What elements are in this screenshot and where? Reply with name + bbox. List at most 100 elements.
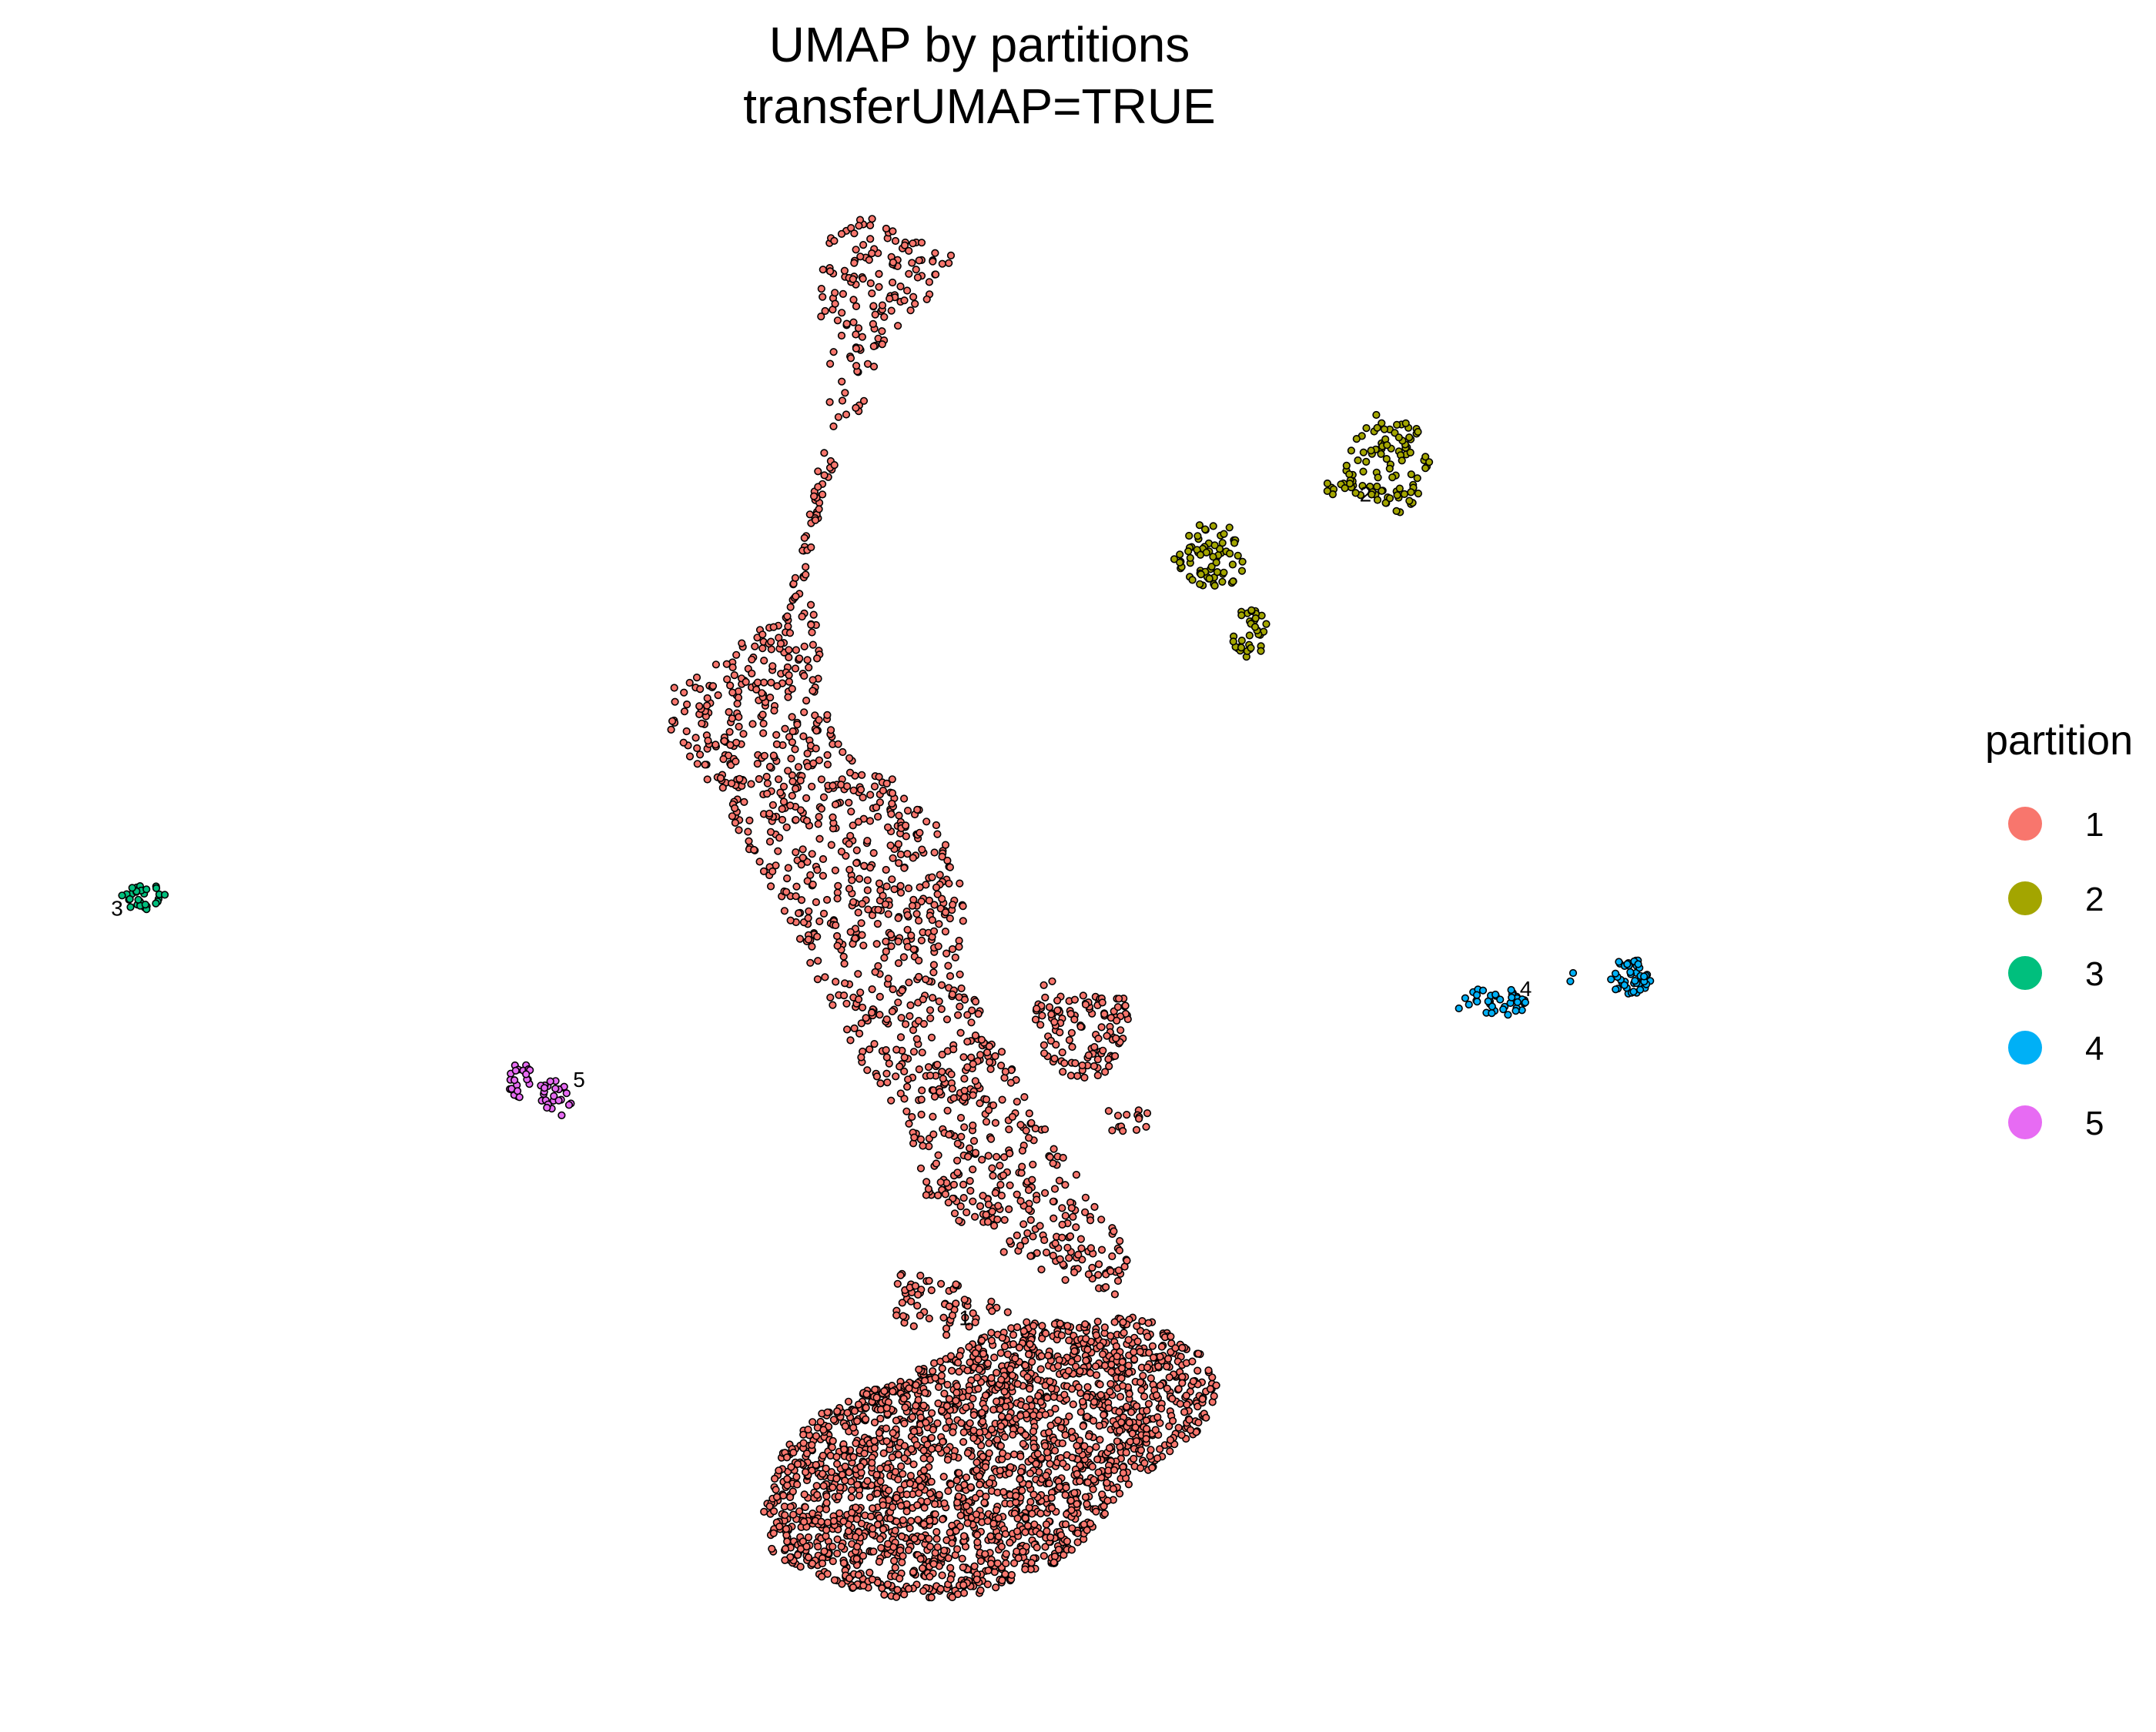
legend-key-1: [2008, 807, 2042, 841]
point-partition-1: [775, 1466, 783, 1475]
point-partition-1: [855, 1491, 864, 1500]
point-partition-1: [873, 919, 882, 928]
point-partition-1: [926, 1006, 935, 1015]
point-partition-1: [1097, 1246, 1106, 1254]
point-partition-1: [847, 1493, 855, 1502]
point-partition-1: [893, 322, 902, 330]
point-partition-1: [858, 771, 866, 779]
point-partition-1: [1005, 1205, 1013, 1213]
point-partition-1: [1013, 1514, 1022, 1523]
point-partition-1: [832, 1453, 841, 1461]
point-partition-1: [926, 1490, 934, 1498]
point-partition-1: [931, 270, 940, 279]
point-partition-1: [837, 331, 846, 340]
point-partition-1: [1021, 1430, 1029, 1439]
point-partition-1: [745, 816, 754, 824]
point-partition-1: [1070, 1268, 1079, 1276]
point-partition-1: [682, 700, 691, 709]
point-partition-1: [985, 1058, 994, 1066]
point-partition-2: [1352, 434, 1361, 443]
point-partition-1: [952, 1476, 961, 1485]
legend-key-4: [2008, 1031, 2042, 1065]
point-partition-2: [1257, 647, 1265, 655]
point-partition-1: [899, 1312, 908, 1320]
point-partition-1: [996, 1180, 1005, 1189]
point-partition-1: [872, 1072, 881, 1081]
point-partition-1: [1166, 1447, 1174, 1456]
point-partition-1: [952, 1156, 962, 1165]
point-partition-1: [852, 302, 861, 311]
point-partition-1: [826, 993, 835, 1001]
point-partition-1: [1000, 1433, 1009, 1441]
point-partition-1: [932, 1159, 940, 1168]
point-partition-1: [896, 881, 905, 890]
point-partition-1: [1033, 1449, 1042, 1458]
point-partition-1: [738, 639, 746, 647]
point-partition-1: [839, 991, 849, 1000]
point-partition-1: [1113, 1437, 1121, 1446]
point-partition-1: [1116, 1393, 1125, 1401]
point-partition-1: [939, 1473, 948, 1481]
point-partition-1: [1112, 1034, 1120, 1042]
point-partition-1: [800, 1490, 808, 1499]
point-partition-1: [880, 1590, 889, 1599]
point-partition-1: [708, 682, 718, 690]
point-partition-1: [1006, 1237, 1014, 1246]
point-partition-1: [900, 1419, 909, 1428]
point-partition-1: [888, 799, 896, 808]
legend-label-5: 5: [2085, 1105, 2104, 1142]
point-partition-1: [1018, 1162, 1026, 1171]
point-partition-1: [1066, 1009, 1075, 1018]
point-partition-1: [963, 1366, 972, 1375]
point-partition-1: [1081, 1320, 1090, 1329]
point-partition-1: [902, 1507, 911, 1516]
point-partition-1: [1029, 1411, 1038, 1419]
point-partition-1: [831, 866, 839, 874]
point-partition-1: [1067, 1546, 1076, 1554]
point-partition-1: [792, 592, 800, 600]
point-partition-1: [997, 1543, 1006, 1551]
point-partition-1: [929, 927, 939, 935]
point-partition-1: [680, 688, 688, 697]
point-partition-1: [927, 1477, 936, 1486]
point-partition-1: [822, 1526, 831, 1534]
point-partition-1: [900, 1590, 909, 1599]
point-partition-1: [1080, 1442, 1089, 1450]
point-partition-1: [1056, 1319, 1064, 1328]
point-partition-1: [802, 817, 812, 825]
point-partition-1: [882, 1464, 891, 1473]
point-partition-1: [930, 901, 939, 909]
point-partition-1: [783, 1481, 792, 1490]
point-partition-1: [845, 865, 854, 874]
point-partition-1: [1033, 1543, 1041, 1552]
point-partition-4: [1496, 995, 1505, 1004]
point-partition-1: [934, 1444, 942, 1453]
point-partition-1: [916, 1555, 925, 1563]
point-partition-1: [920, 1376, 929, 1385]
point-partition-1: [913, 273, 922, 282]
point-partition-1: [1068, 1433, 1076, 1443]
point-partition-1: [781, 724, 789, 733]
point-partition-2: [1225, 523, 1234, 532]
point-partition-1: [849, 1453, 858, 1461]
point-partition-1: [1005, 1149, 1014, 1158]
point-partition-1: [845, 798, 853, 807]
point-partition-1: [868, 215, 876, 223]
point-partition-1: [796, 1563, 805, 1571]
point-partition-1: [775, 834, 784, 842]
point-partition-1: [839, 1517, 848, 1526]
point-partition-1: [926, 1542, 935, 1551]
point-partition-1: [1194, 1418, 1203, 1427]
point-partition-4: [1484, 997, 1492, 1005]
point-partition-1: [1115, 1490, 1124, 1498]
point-partition-1: [938, 1050, 946, 1059]
point-partition-1: [772, 740, 782, 749]
point-partition-5: [550, 1092, 558, 1100]
point-partition-1: [820, 1547, 829, 1556]
point-partition-1: [871, 968, 879, 976]
point-partition-1: [1206, 1385, 1215, 1393]
point-partition-1: [1040, 1041, 1048, 1049]
point-partition-1: [878, 340, 886, 349]
point-partition-1: [832, 1459, 842, 1468]
point-partition-1: [731, 804, 739, 812]
